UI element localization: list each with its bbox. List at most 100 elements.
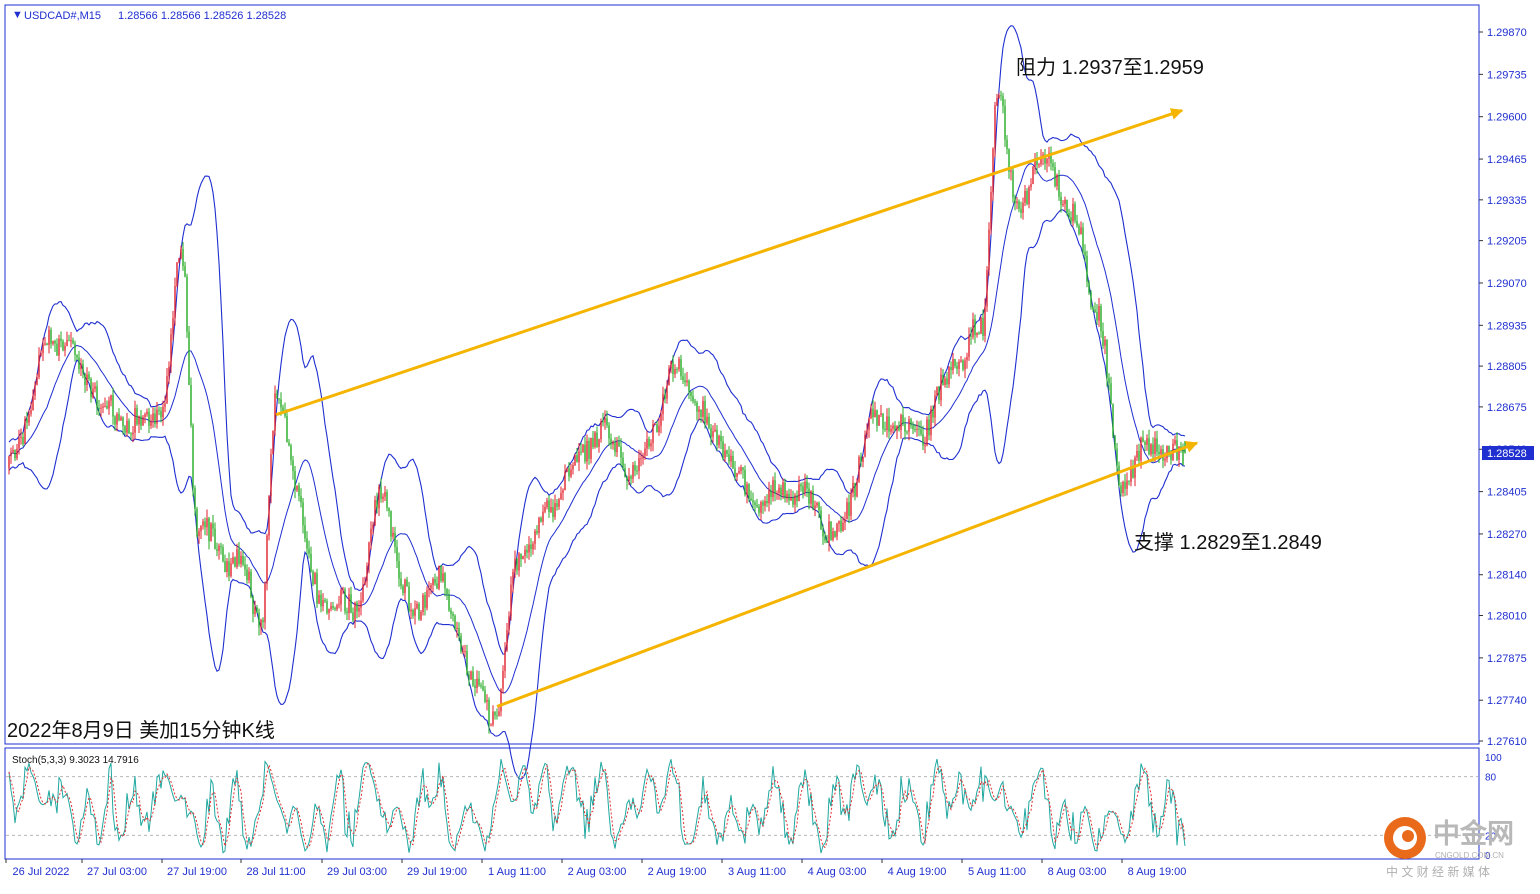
candle: [436, 576, 438, 590]
candle: [594, 431, 596, 449]
candle: [912, 421, 914, 435]
candle: [532, 541, 534, 555]
price-tick: 1.28805: [1479, 361, 1527, 373]
candle: [110, 394, 112, 407]
candle: [902, 406, 904, 427]
candle: [206, 509, 208, 536]
candle: [1138, 443, 1140, 466]
candle: [1050, 146, 1052, 171]
time-tick-label: 8 Aug 03:00: [1048, 866, 1107, 878]
candle: [474, 678, 476, 697]
candle: [802, 481, 804, 499]
time-tick-label: 28 Jul 11:00: [246, 866, 305, 878]
candle: [208, 516, 210, 550]
ohlc-values: 1.28566 1.28566 1.28526 1.28528: [118, 10, 286, 22]
time-tick: 29 Jul 19:00: [401, 859, 467, 878]
candle: [1112, 403, 1114, 438]
price-tick-label: 1.29465: [1487, 154, 1527, 166]
candle: [864, 430, 866, 458]
candle: [928, 414, 930, 441]
candle: [990, 186, 992, 235]
candle: [696, 400, 698, 421]
candle: [30, 401, 32, 417]
candle: [674, 364, 676, 378]
time-tick: 8 Aug 03:00: [1041, 859, 1107, 878]
candle: [250, 569, 252, 599]
time-tick: 5 Aug 11:00: [961, 859, 1026, 878]
candle: [600, 418, 602, 443]
candle: [388, 507, 390, 517]
candle: [254, 600, 256, 617]
stoch-level-label: 20: [1485, 831, 1497, 842]
candle: [714, 422, 716, 433]
candle: [416, 601, 418, 610]
candle: [920, 420, 922, 437]
candle: [832, 527, 834, 542]
candle: [408, 581, 410, 613]
candle: [152, 407, 154, 428]
candle: [430, 582, 432, 595]
candle: [566, 467, 568, 473]
time-tick-label: 5 Aug 11:00: [968, 866, 1026, 878]
candle: [710, 424, 712, 446]
candle: [748, 483, 750, 502]
candle: [788, 488, 790, 505]
candle: [596, 426, 598, 448]
candle: [654, 423, 656, 426]
candle: [486, 694, 488, 711]
candle: [234, 556, 236, 568]
candle: [888, 407, 890, 439]
candle: [666, 380, 668, 404]
candle: [1058, 169, 1060, 201]
candle: [10, 447, 12, 464]
candle: [718, 434, 720, 449]
candle: [100, 403, 102, 417]
candle: [354, 601, 356, 629]
candle: [722, 436, 724, 461]
candle: [514, 550, 516, 578]
candle: [838, 520, 840, 532]
candle: [510, 576, 512, 621]
candle: [856, 478, 858, 498]
candle: [266, 533, 268, 591]
candle: [404, 578, 406, 601]
price-tick-label: 1.27610: [1487, 736, 1527, 748]
candle: [908, 415, 910, 441]
candle: [850, 488, 852, 521]
candle: [686, 372, 688, 387]
time-tick: 8 Aug 19:00: [1121, 859, 1186, 878]
candle: [836, 522, 838, 541]
candle: [458, 622, 460, 641]
candle: [986, 266, 988, 312]
candle: [88, 371, 90, 382]
candle: [130, 432, 132, 440]
price-tick: 1.29070: [1479, 278, 1527, 290]
candle: [346, 607, 348, 621]
candle: [974, 314, 976, 344]
stoch-label: Stoch(5,3,3) 9.3023 14.7916: [12, 755, 139, 766]
candle: [1118, 461, 1120, 488]
candle: [598, 438, 600, 453]
candle: [684, 373, 686, 387]
price-tick: 1.27740: [1479, 695, 1527, 707]
candle: [158, 406, 160, 416]
candle: [918, 421, 920, 437]
candle: [896, 425, 898, 440]
candle: [890, 424, 892, 435]
candle: [892, 422, 894, 434]
candle: [632, 461, 634, 483]
candle: [1078, 223, 1080, 236]
price-tick-label: 1.28010: [1487, 611, 1527, 623]
candle: [1096, 304, 1098, 325]
candle: [828, 514, 830, 552]
candle: [528, 536, 530, 560]
candle: [412, 608, 414, 619]
candle: [172, 310, 174, 341]
candle: [402, 584, 404, 596]
time-tick-label: 1 Aug 11:00: [488, 866, 546, 878]
candle: [668, 365, 670, 386]
candle: [1126, 472, 1128, 496]
candle: [558, 497, 560, 510]
candle: [1076, 214, 1078, 228]
collapse-arrow-icon[interactable]: ▼: [12, 9, 23, 21]
